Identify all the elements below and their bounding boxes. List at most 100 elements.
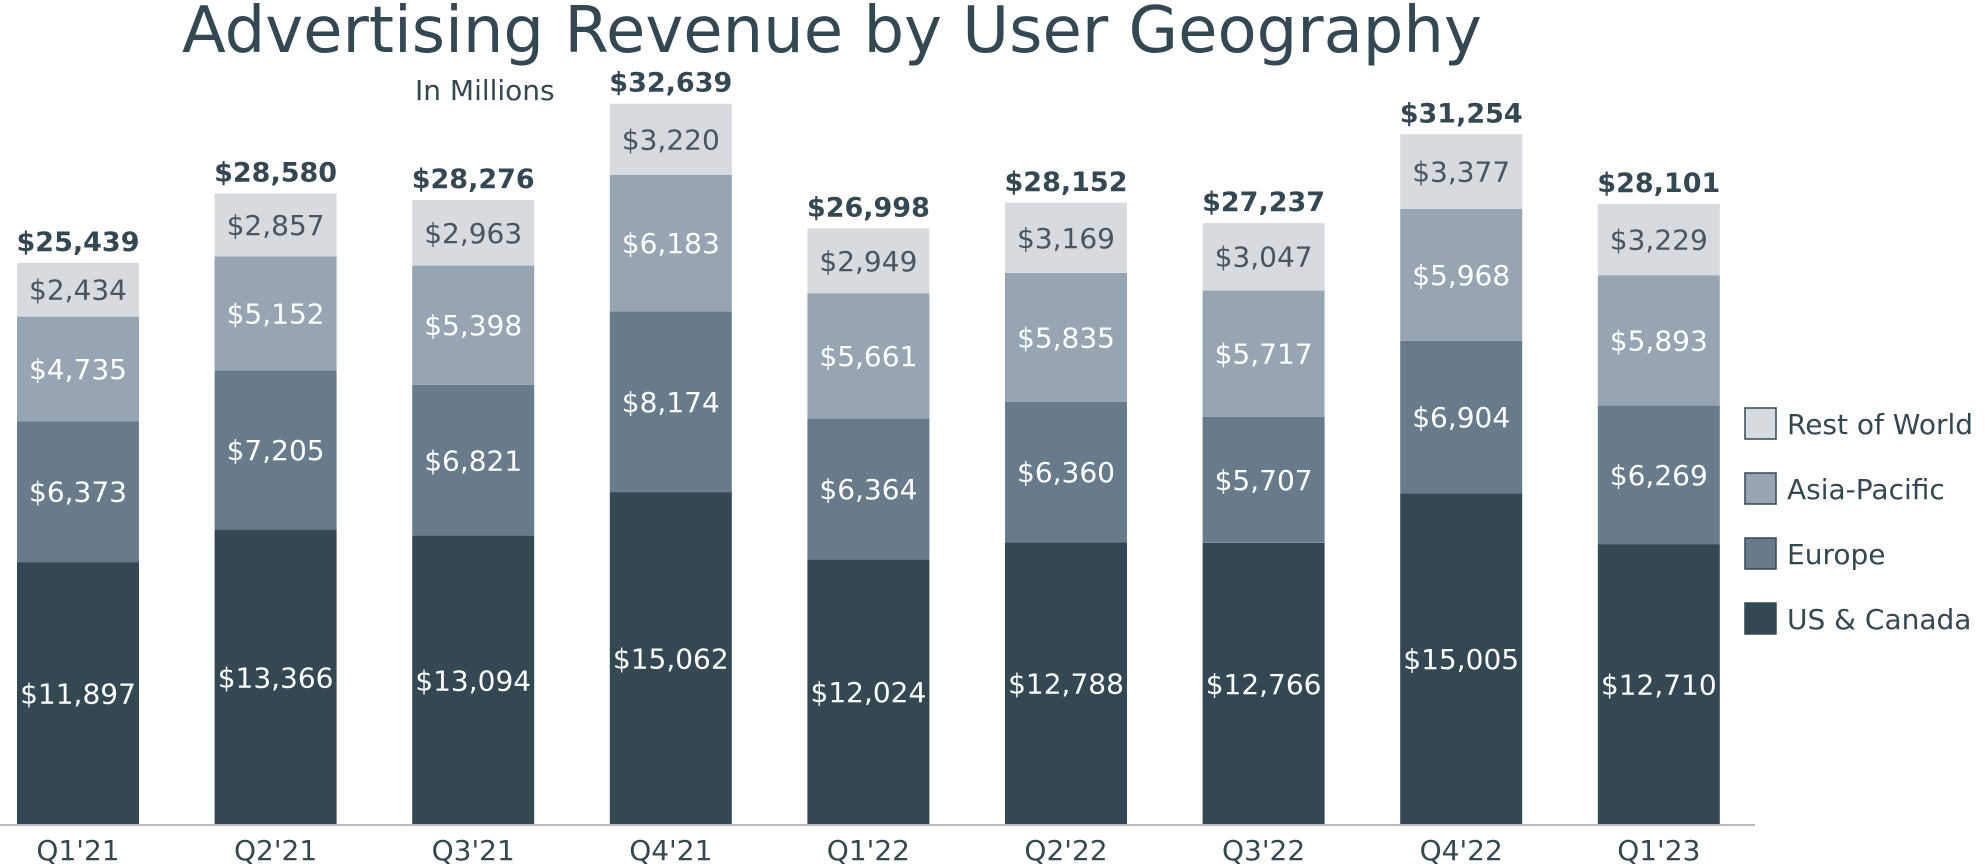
x-tick-label: Q4'22 <box>1420 834 1503 867</box>
segment-value-label: $6,821 <box>424 444 522 477</box>
bar-segment <box>214 370 337 530</box>
x-tick-label: Q4'21 <box>629 834 712 867</box>
bar-segment <box>807 418 930 560</box>
segment-value-label: $6,183 <box>622 227 720 260</box>
segment-value-label: $5,893 <box>1610 324 1708 357</box>
bar-segment <box>17 316 139 422</box>
segment-value-label: $3,169 <box>1017 222 1115 255</box>
bar-segment <box>609 311 732 493</box>
segment-value-label: $12,788 <box>1008 668 1124 701</box>
bar-segment <box>1597 544 1720 825</box>
total-value-label: $27,237 <box>1202 187 1325 218</box>
segment-value-label: $5,717 <box>1215 338 1313 371</box>
segment-value-label: $3,220 <box>622 123 720 156</box>
x-tick-label: Q3'22 <box>1222 834 1305 867</box>
bar-segment <box>1400 208 1523 341</box>
segment-value-label: $6,269 <box>1610 459 1708 492</box>
bar-segment <box>807 293 930 419</box>
segment-value-label: $5,835 <box>1017 321 1115 354</box>
legend-label: Rest of World <box>1787 408 1973 441</box>
bar-segment <box>1005 542 1127 825</box>
segment-value-label: $3,377 <box>1412 156 1510 189</box>
total-value-label: $28,580 <box>214 157 337 188</box>
x-tick-label: Q3'21 <box>432 834 515 867</box>
bar-segment <box>17 562 139 825</box>
bar-segment <box>609 174 732 312</box>
segment-value-label: $6,373 <box>29 476 127 509</box>
bar-segment <box>1400 340 1523 494</box>
bar-segment <box>1400 493 1523 825</box>
x-axis-ticks: Q1'21 Q2'21 Q3'21 Q4'21 Q1'22 Q2'22 Q3'22 Q4'22… <box>36 834 1700 867</box>
legend-label: Asia-Pacific <box>1787 473 1945 506</box>
bar-segment <box>1202 290 1325 417</box>
bar-segment <box>412 200 535 266</box>
bar-segment <box>1005 272 1127 402</box>
x-tick-label: Q2'22 <box>1024 834 1107 867</box>
segment-value-label: $15,062 <box>613 643 729 676</box>
segment-value-label: $6,904 <box>1412 401 1510 434</box>
segment-value-label: $5,152 <box>227 298 325 331</box>
segment-value-label: $2,949 <box>819 245 917 278</box>
total-value-label: $26,998 <box>807 192 930 223</box>
segment-value-label: $7,205 <box>227 434 325 467</box>
total-value-label: $28,152 <box>1005 167 1128 198</box>
x-tick-label: Q1'22 <box>827 834 910 867</box>
bar-segment <box>214 529 337 825</box>
segment-value-label: $11,897 <box>20 678 136 711</box>
segment-value-label: $12,766 <box>1206 668 1322 701</box>
legend-swatch <box>1744 472 1777 505</box>
legend-swatch <box>1744 602 1777 635</box>
bar-segment <box>17 262 139 317</box>
segment-value-label: $3,047 <box>1215 241 1313 274</box>
bar-segment <box>1005 401 1127 543</box>
total-value-label: $28,276 <box>412 164 535 195</box>
total-value-label: $31,254 <box>1400 98 1523 129</box>
segment-value-label: $2,857 <box>227 209 325 242</box>
bar-segment <box>214 193 337 257</box>
bar-segment <box>807 228 930 294</box>
bar-segment <box>1202 542 1325 825</box>
bar-segment <box>1400 134 1523 209</box>
legend-label: Europe <box>1787 538 1885 571</box>
bar-segment <box>609 492 732 825</box>
bar-segment <box>412 265 535 385</box>
total-value-label: $32,639 <box>609 68 732 99</box>
legend-label: US & Canada <box>1787 603 1971 636</box>
segment-value-label: $3,229 <box>1610 224 1708 257</box>
total-value-label: $28,101 <box>1597 168 1720 199</box>
bar-segment <box>1597 204 1720 276</box>
bar-segment <box>1597 405 1720 545</box>
bar-segment <box>412 535 535 825</box>
total-value-label: $25,439 <box>17 227 140 258</box>
x-tick-label: Q1'21 <box>36 834 119 867</box>
legend-swatch <box>1744 537 1777 570</box>
segment-value-label: $6,364 <box>819 473 917 506</box>
legend-swatch <box>1744 407 1777 440</box>
segment-value-label: $5,661 <box>819 340 917 373</box>
segment-value-label: $13,366 <box>218 661 334 694</box>
segment-value-label: $6,360 <box>1017 456 1115 489</box>
segment-value-label: $2,434 <box>29 274 127 307</box>
bar-segment <box>17 421 139 562</box>
segment-value-label: $12,024 <box>811 676 927 709</box>
legend: Rest of World Asia-Pacific Europe US & Cana… <box>1744 407 1973 636</box>
bar-segment <box>609 103 732 175</box>
segment-value-label: $13,094 <box>415 664 531 697</box>
segment-value-label: $2,963 <box>424 217 522 250</box>
x-tick-label: Q2'21 <box>234 834 317 867</box>
bar-segment <box>1597 275 1720 406</box>
segment-value-label: $5,707 <box>1215 464 1313 497</box>
bar-segment <box>412 384 535 536</box>
chart-title: Advertising Revenue by User Geography <box>182 0 1482 68</box>
segment-value-label: $15,005 <box>1403 643 1519 676</box>
segment-value-label: $4,735 <box>29 353 127 386</box>
bars-group: $11,897 $6,373 $4,735 $2,434 $25,439 $13,366 $… <box>17 68 1720 825</box>
bar-segment <box>214 256 337 371</box>
segment-value-label: $5,968 <box>1412 259 1510 292</box>
bar-segment <box>1005 202 1127 273</box>
x-tick-label: Q1'23 <box>1617 834 1700 867</box>
bar-segment <box>1202 223 1325 291</box>
segment-value-label: $12,710 <box>1601 669 1717 702</box>
segment-value-label: $8,174 <box>622 386 720 419</box>
